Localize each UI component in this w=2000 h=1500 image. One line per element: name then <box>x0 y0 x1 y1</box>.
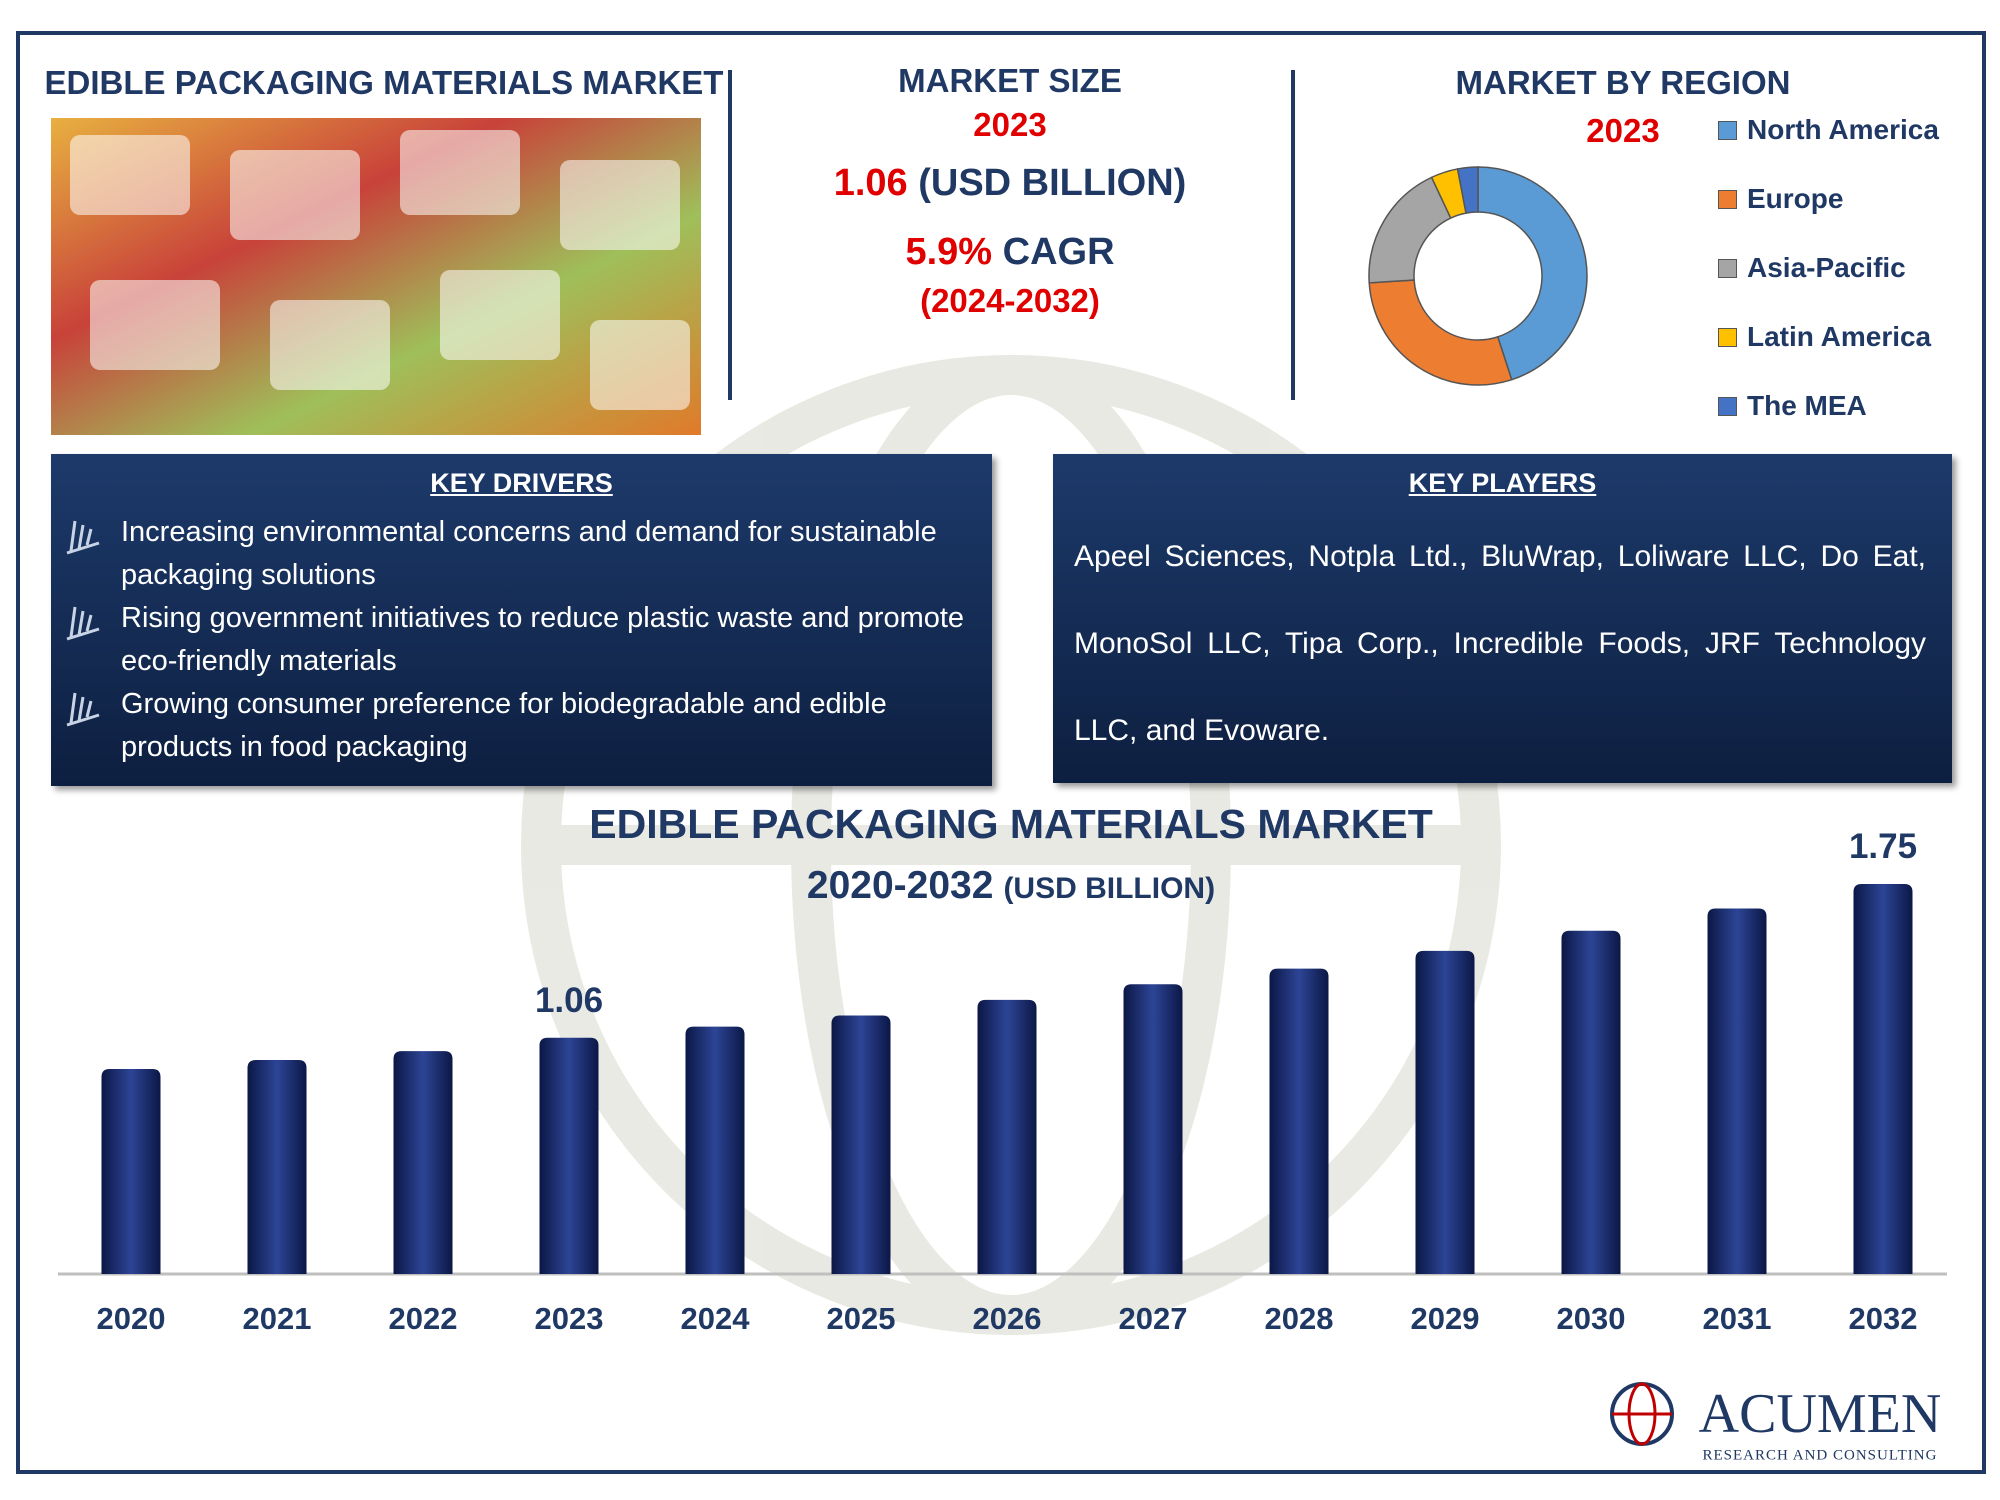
key-players-text: Apeel Sciences, Notpla Ltd., BluWrap, Lo… <box>1074 540 1926 747</box>
x-tick-label: 2027 <box>1119 1301 1188 1336</box>
legend-swatch <box>1718 258 1737 278</box>
bar <box>101 1068 161 1274</box>
cagr-line: 5.9% CAGR <box>750 231 1270 274</box>
frame <box>16 31 1986 1474</box>
donut-slice <box>1368 279 1513 386</box>
market-size-line: 1.06 (USD BILLION) <box>750 162 1270 205</box>
market-size-unit: (USD BILLION) <box>918 162 1187 204</box>
legend-label: Asia-Pacific <box>1747 252 1906 283</box>
legend-item: North America <box>1718 114 1939 146</box>
legend-item: Asia-Pacific <box>1718 252 1906 284</box>
chart-subtitle: 2020-2032 (USD BILLION) <box>807 864 1215 907</box>
x-tick-label: 2026 <box>973 1301 1042 1336</box>
legend-swatch <box>1718 189 1737 209</box>
legend-swatch <box>1718 396 1737 416</box>
bar <box>977 999 1037 1274</box>
value-label: 1.06 <box>535 981 603 1020</box>
legend-swatch <box>1718 120 1737 140</box>
x-tick-label: 2031 <box>1703 1301 1772 1336</box>
market-size: MARKET SIZE 2023 1.06 (USD BILLION) 5.9%… <box>750 62 1270 320</box>
bar <box>539 1037 599 1274</box>
bar <box>247 1060 307 1274</box>
driver: Growing consumer preference for biodegra… <box>51 683 972 769</box>
market-size-title: MARKET SIZE <box>898 62 1122 99</box>
bar <box>393 1051 453 1274</box>
legend-swatch <box>1718 327 1737 347</box>
region-title: MARKET BY REGION <box>1456 64 1791 101</box>
logo-tagline: RESEARCH AND CONSULTING <box>1703 1448 1938 1464</box>
key-players-title: KEY PLAYERS <box>1408 468 1597 498</box>
x-tick-label: 2022 <box>389 1301 458 1336</box>
cagr-value: 5.9% <box>905 231 993 273</box>
x-tick-label: 2021 <box>243 1301 312 1336</box>
photo-trays <box>70 130 690 410</box>
region-year: 2023 <box>1586 112 1659 149</box>
legend-label: Europe <box>1747 183 1844 214</box>
bar <box>1561 930 1621 1274</box>
bullet-icon <box>66 520 100 555</box>
legend-label: North America <box>1747 114 1939 145</box>
bar <box>685 1026 745 1274</box>
donut-slice <box>1477 166 1588 381</box>
x-tick-label: 2028 <box>1265 1301 1334 1336</box>
legend-item: Latin America <box>1718 321 1931 353</box>
chart-title: EDIBLE PACKAGING MATERIALS MARKET <box>589 801 1433 847</box>
cagr-label: CAGR <box>1002 231 1115 273</box>
market-size-value: 1.06 <box>833 162 908 204</box>
driver-list: Increasing environmental concerns and de… <box>51 511 992 769</box>
watermark-globe <box>521 355 1501 1335</box>
bar <box>831 1015 891 1274</box>
donut-slice <box>1456 166 1479 215</box>
legend-label: Latin America <box>1747 321 1932 352</box>
logo: ACUMEN RESEARCH AND CONSULTING <box>1610 1382 1942 1464</box>
driver: Rising government initiatives to reduce … <box>51 597 972 683</box>
value-label: 1.75 <box>1849 827 1917 866</box>
header-title: EDIBLE PACKAGING MATERIALS MARKET <box>45 64 724 101</box>
legend-label: The MEA <box>1747 390 1867 421</box>
bar <box>1269 968 1329 1274</box>
key-drivers-title: KEY DRIVERS <box>430 468 613 498</box>
chart-period: 2020-2032 <box>807 864 994 907</box>
bar <box>1415 950 1475 1274</box>
legend-item: Europe <box>1718 183 1843 215</box>
x-tick-label: 2032 <box>1849 1301 1918 1336</box>
bar <box>1853 884 1913 1274</box>
x-tick-label: 2025 <box>827 1301 896 1336</box>
x-tick-label: 2029 <box>1411 1301 1480 1336</box>
bar <box>1123 984 1183 1274</box>
x-tick-label: 2020 <box>97 1301 166 1336</box>
market-size-year: 2023 <box>973 106 1047 143</box>
bullet-icon <box>66 692 100 727</box>
x-tick-label: 2024 <box>681 1301 751 1336</box>
legend-item: The MEA <box>1718 390 1867 422</box>
bullet-icon <box>66 606 100 641</box>
key-players: KEY PLAYERS Apeel Sciences, Notpla Ltd.,… <box>1053 454 1952 783</box>
cagr-period: (2024-2032) <box>920 282 1100 319</box>
chart-unit: (USD BILLION) <box>1003 872 1215 905</box>
x-tick-label: 2023 <box>535 1301 604 1336</box>
logo-name: ACUMEN <box>1699 1383 1942 1445</box>
key-drivers: KEY DRIVERS Increasing environmental con… <box>51 454 992 786</box>
x-tick-label: 2030 <box>1557 1301 1626 1336</box>
bar <box>1707 908 1767 1274</box>
driver: Increasing environmental concerns and de… <box>51 511 972 597</box>
